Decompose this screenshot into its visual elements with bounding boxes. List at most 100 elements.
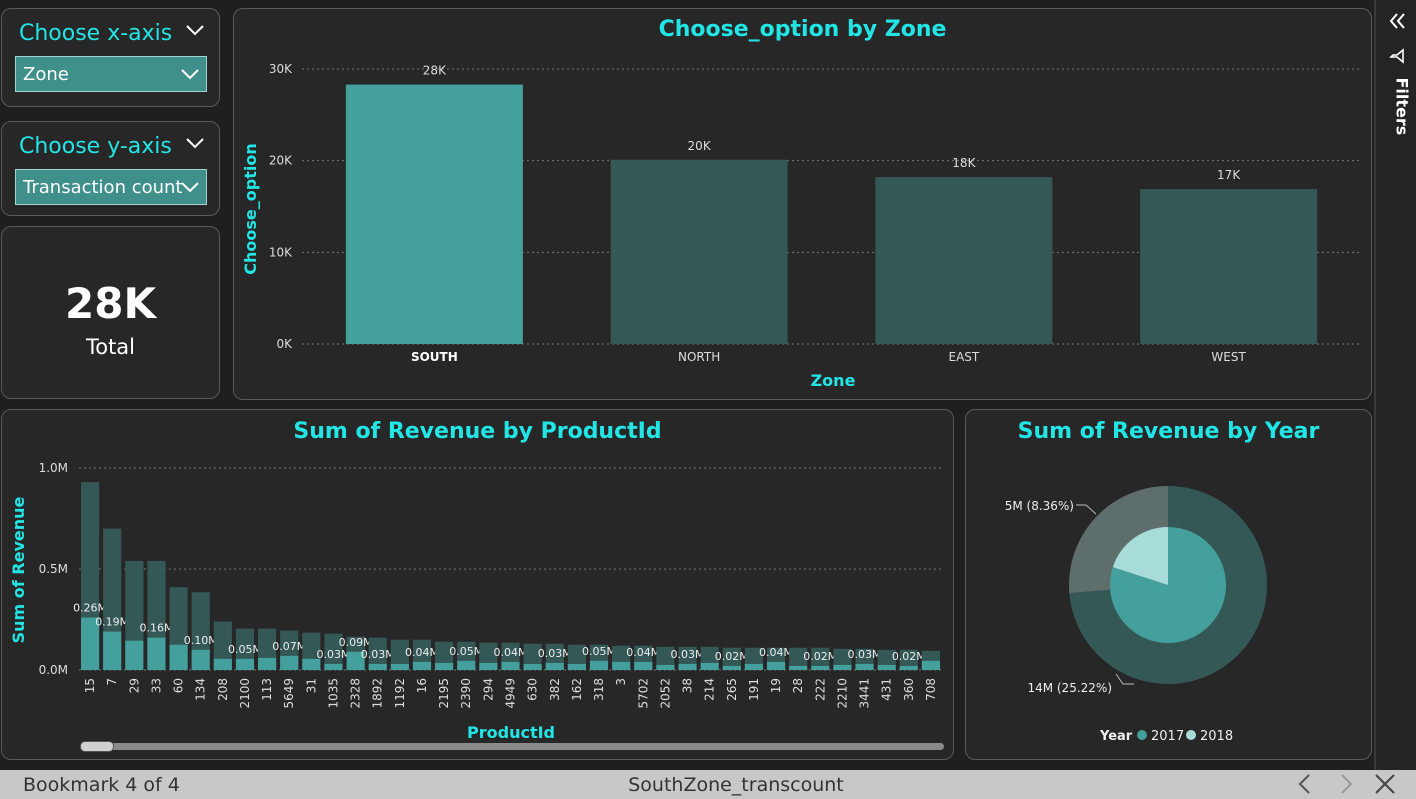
next-icon[interactable] xyxy=(1338,773,1354,795)
bar-total xyxy=(213,621,232,670)
x-tick-label: 113 xyxy=(260,678,274,701)
x-tick-label: 3 xyxy=(614,678,628,686)
chevron-down-icon[interactable] xyxy=(185,23,205,37)
data-label: 0.04M xyxy=(494,646,528,659)
x-axis-selected-value: Zone xyxy=(23,64,69,85)
card-value: 28K xyxy=(65,279,156,328)
x-tick-label: 3441 xyxy=(858,678,872,709)
y-axis-dropdown[interactable]: Transaction count xyxy=(15,169,207,205)
bar-total xyxy=(390,639,409,670)
bar-total xyxy=(324,633,343,670)
data-label: 0.03M xyxy=(848,648,882,661)
y-axis-slicer-title: Choose y-axis xyxy=(19,134,172,159)
y-axis-title: Choose_option xyxy=(241,143,260,274)
x-tick-label: 1892 xyxy=(371,678,385,709)
pie-slice-inner xyxy=(1112,527,1168,585)
bookmark-position: Bookmark 4 of 4 xyxy=(23,774,180,796)
x-tick-label: 208 xyxy=(216,678,230,701)
bar[interactable] xyxy=(875,177,1053,344)
x-axis-title: ProductId xyxy=(467,723,555,742)
product-chart-panel: Sum of Revenue by ProductId 0.0M 0.5M 1.0M… xyxy=(1,409,954,760)
data-label: 0.04M xyxy=(626,646,660,659)
bar-selected xyxy=(811,665,830,670)
zone-bar-chart: 0K 10K 20K 30K 28K SOUTH 20K NORTH 18K EAST 17K WES… xyxy=(241,62,1361,390)
legend-marker xyxy=(1137,730,1147,740)
bar-selected xyxy=(766,661,786,670)
y-axis-slicer: Choose y-axis Transaction count xyxy=(1,121,220,216)
x-tick-label: 294 xyxy=(481,678,495,701)
slice-label: 5M (8.36%) xyxy=(1005,499,1074,513)
bar-selected xyxy=(545,662,564,670)
data-label: 28K xyxy=(423,64,447,78)
bar-selected xyxy=(479,662,498,670)
data-label: 0.03M xyxy=(316,648,350,661)
product-chart-title: Sum of Revenue by ProductId xyxy=(293,419,662,444)
data-label: 0.19M xyxy=(95,616,129,629)
x-tick-label: WEST xyxy=(1211,350,1246,364)
x-tick-label: 265 xyxy=(725,678,739,701)
bar-selected xyxy=(855,663,874,670)
previous-icon[interactable] xyxy=(1297,773,1313,795)
scrollbar-thumb[interactable] xyxy=(80,741,114,752)
bar-selected xyxy=(280,655,299,670)
horizontal-scrollbar[interactable] xyxy=(80,741,944,752)
x-tick-label: 60 xyxy=(172,678,186,693)
x-tick-label: NORTH xyxy=(678,350,720,364)
y-axis-selected-value: Transaction count xyxy=(23,177,183,198)
y-tick-label: 10K xyxy=(269,245,293,259)
bar-selected xyxy=(368,663,387,670)
filter-icon[interactable] xyxy=(1389,48,1405,64)
x-tick-label: 5649 xyxy=(282,678,296,709)
x-axis-title: Zone xyxy=(811,371,856,390)
data-label: 0.03M xyxy=(538,647,572,660)
chevron-down-icon[interactable] xyxy=(185,136,205,150)
year-chart-title: Sum of Revenue by Year xyxy=(1017,419,1320,444)
bar-selected xyxy=(457,660,476,670)
bar-selected xyxy=(589,660,609,670)
collapse-icon[interactable] xyxy=(1388,12,1408,30)
filters-pane: Filters xyxy=(1374,0,1416,770)
bar-selected xyxy=(235,658,255,670)
bar-selected xyxy=(147,637,166,670)
x-tick-label: 630 xyxy=(526,678,540,701)
bar-selected xyxy=(899,665,918,670)
data-label: 0.09M xyxy=(339,636,373,649)
x-axis-dropdown[interactable]: Zone xyxy=(15,56,207,92)
zone-chart-title: Choose_option by Zone xyxy=(658,17,947,42)
bar-selected xyxy=(324,663,343,670)
data-label: 0.05M xyxy=(449,645,483,658)
filters-label[interactable]: Filters xyxy=(1392,77,1412,136)
year-chart-panel: Sum of Revenue by Year 14M (25.22%) 5M (8… xyxy=(965,409,1372,760)
x-tick-label: 2210 xyxy=(835,678,849,709)
data-label: 17K xyxy=(1217,168,1241,182)
data-label: 0.02M xyxy=(892,650,926,663)
bar-selected xyxy=(722,665,741,670)
x-tick-label: 28 xyxy=(791,678,805,693)
x-tick-label: 2195 xyxy=(437,678,451,709)
y-axis-title: Sum of Revenue xyxy=(9,496,28,643)
x-tick-label: 33 xyxy=(149,678,163,693)
legend-label: 2018 xyxy=(1200,729,1233,744)
y-tick-label: 30K xyxy=(269,62,293,76)
y-tick-label: 1.0M xyxy=(39,461,68,475)
x-tick-label: 222 xyxy=(813,678,827,701)
bar-total xyxy=(523,643,542,670)
close-icon[interactable] xyxy=(1374,773,1396,795)
bar-selected xyxy=(921,660,941,670)
bar[interactable] xyxy=(345,84,523,344)
bookmark-bar: Bookmark 4 of 4 SouthZone_transcount xyxy=(0,770,1416,799)
x-tick-label: 708 xyxy=(924,678,938,701)
x-tick-label: 2100 xyxy=(238,678,252,709)
data-label: 0.02M xyxy=(803,650,837,663)
bookmark-name: SouthZone_transcount xyxy=(628,774,844,796)
bar-selected xyxy=(125,640,144,670)
y-tick-label: 0.0M xyxy=(39,663,68,677)
x-tick-label: 15 xyxy=(83,678,97,693)
legend-title: Year xyxy=(1099,729,1133,744)
bar-selected xyxy=(523,663,542,670)
bar[interactable] xyxy=(610,159,788,344)
x-tick-label: 16 xyxy=(415,678,429,693)
x-tick-label: 31 xyxy=(304,678,318,693)
x-tick-label: 360 xyxy=(902,678,916,701)
bar[interactable] xyxy=(1140,189,1318,344)
